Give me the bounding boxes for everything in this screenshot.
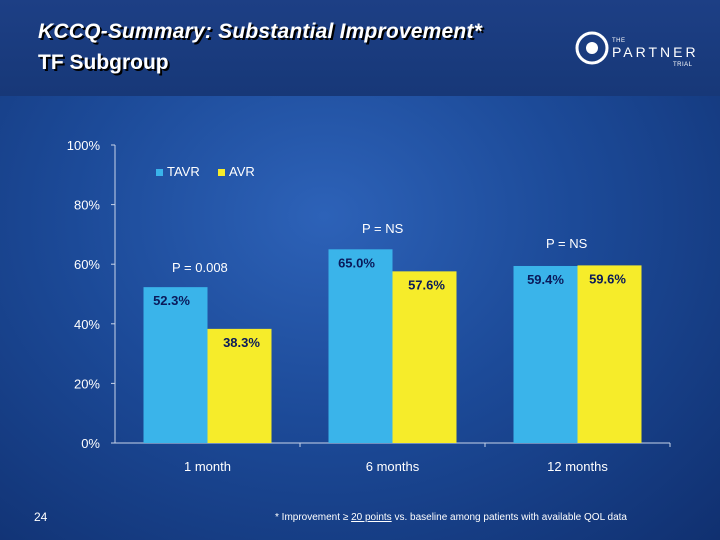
- bar-avr: [577, 265, 642, 443]
- bar-tavr: [328, 249, 393, 443]
- bar-tavr: [143, 287, 208, 443]
- logo-text-the: THE: [612, 38, 626, 44]
- legend-swatch-avr: [218, 169, 225, 176]
- data-label: 65.0%: [338, 255, 375, 270]
- footnote-text-start: * Improvement ≥: [275, 512, 352, 523]
- legend-label-avr: AVR: [229, 164, 255, 179]
- slide-title: KCCQ-Summary: Substantial Improvement*: [38, 20, 483, 43]
- data-label: 57.6%: [408, 277, 445, 292]
- p-value-annotation: P = 0.008: [172, 260, 228, 275]
- x-tick-label: 1 month: [184, 459, 231, 474]
- y-tick-label: 0%: [81, 436, 100, 451]
- data-label: 59.6%: [589, 271, 626, 286]
- p-value-annotation: P = NS: [546, 236, 588, 251]
- bar-tavr: [513, 265, 578, 443]
- y-tick-label: 40%: [74, 317, 100, 332]
- slide-subtitle: TF Subgroup: [38, 51, 169, 74]
- y-tick-label: 20%: [74, 376, 100, 391]
- y-tick-label: 100%: [67, 138, 101, 153]
- logo-dot-icon: [586, 42, 598, 54]
- footnote: * Improvement ≥ 20 points vs. baseline a…: [275, 512, 627, 523]
- logo-ring-icon: [575, 31, 609, 65]
- footnote-text-underlined: 20 points: [351, 512, 392, 523]
- x-tick-label: 6 months: [366, 459, 420, 474]
- logo-text-partner: PARTNER: [612, 44, 699, 60]
- logo-text-trial: TRIAL: [673, 62, 693, 68]
- data-label: 38.3%: [223, 335, 260, 350]
- slide-number: 24: [34, 510, 48, 524]
- legend-swatch-tavr: [156, 169, 163, 176]
- data-label: 52.3%: [153, 293, 190, 308]
- data-label: 59.4%: [527, 272, 564, 287]
- footnote-text-end: vs. baseline among patients with availab…: [391, 512, 627, 523]
- bar-avr: [392, 271, 457, 443]
- y-tick-label: 60%: [74, 257, 100, 272]
- partner-trial-logo: [575, 31, 609, 65]
- legend-label-tavr: TAVR: [167, 164, 200, 179]
- x-tick-label: 12 months: [547, 459, 608, 474]
- bar-avr: [207, 328, 272, 443]
- p-value-annotation: P = NS: [362, 221, 404, 236]
- y-tick-label: 80%: [74, 198, 100, 213]
- header-band: [0, 0, 720, 96]
